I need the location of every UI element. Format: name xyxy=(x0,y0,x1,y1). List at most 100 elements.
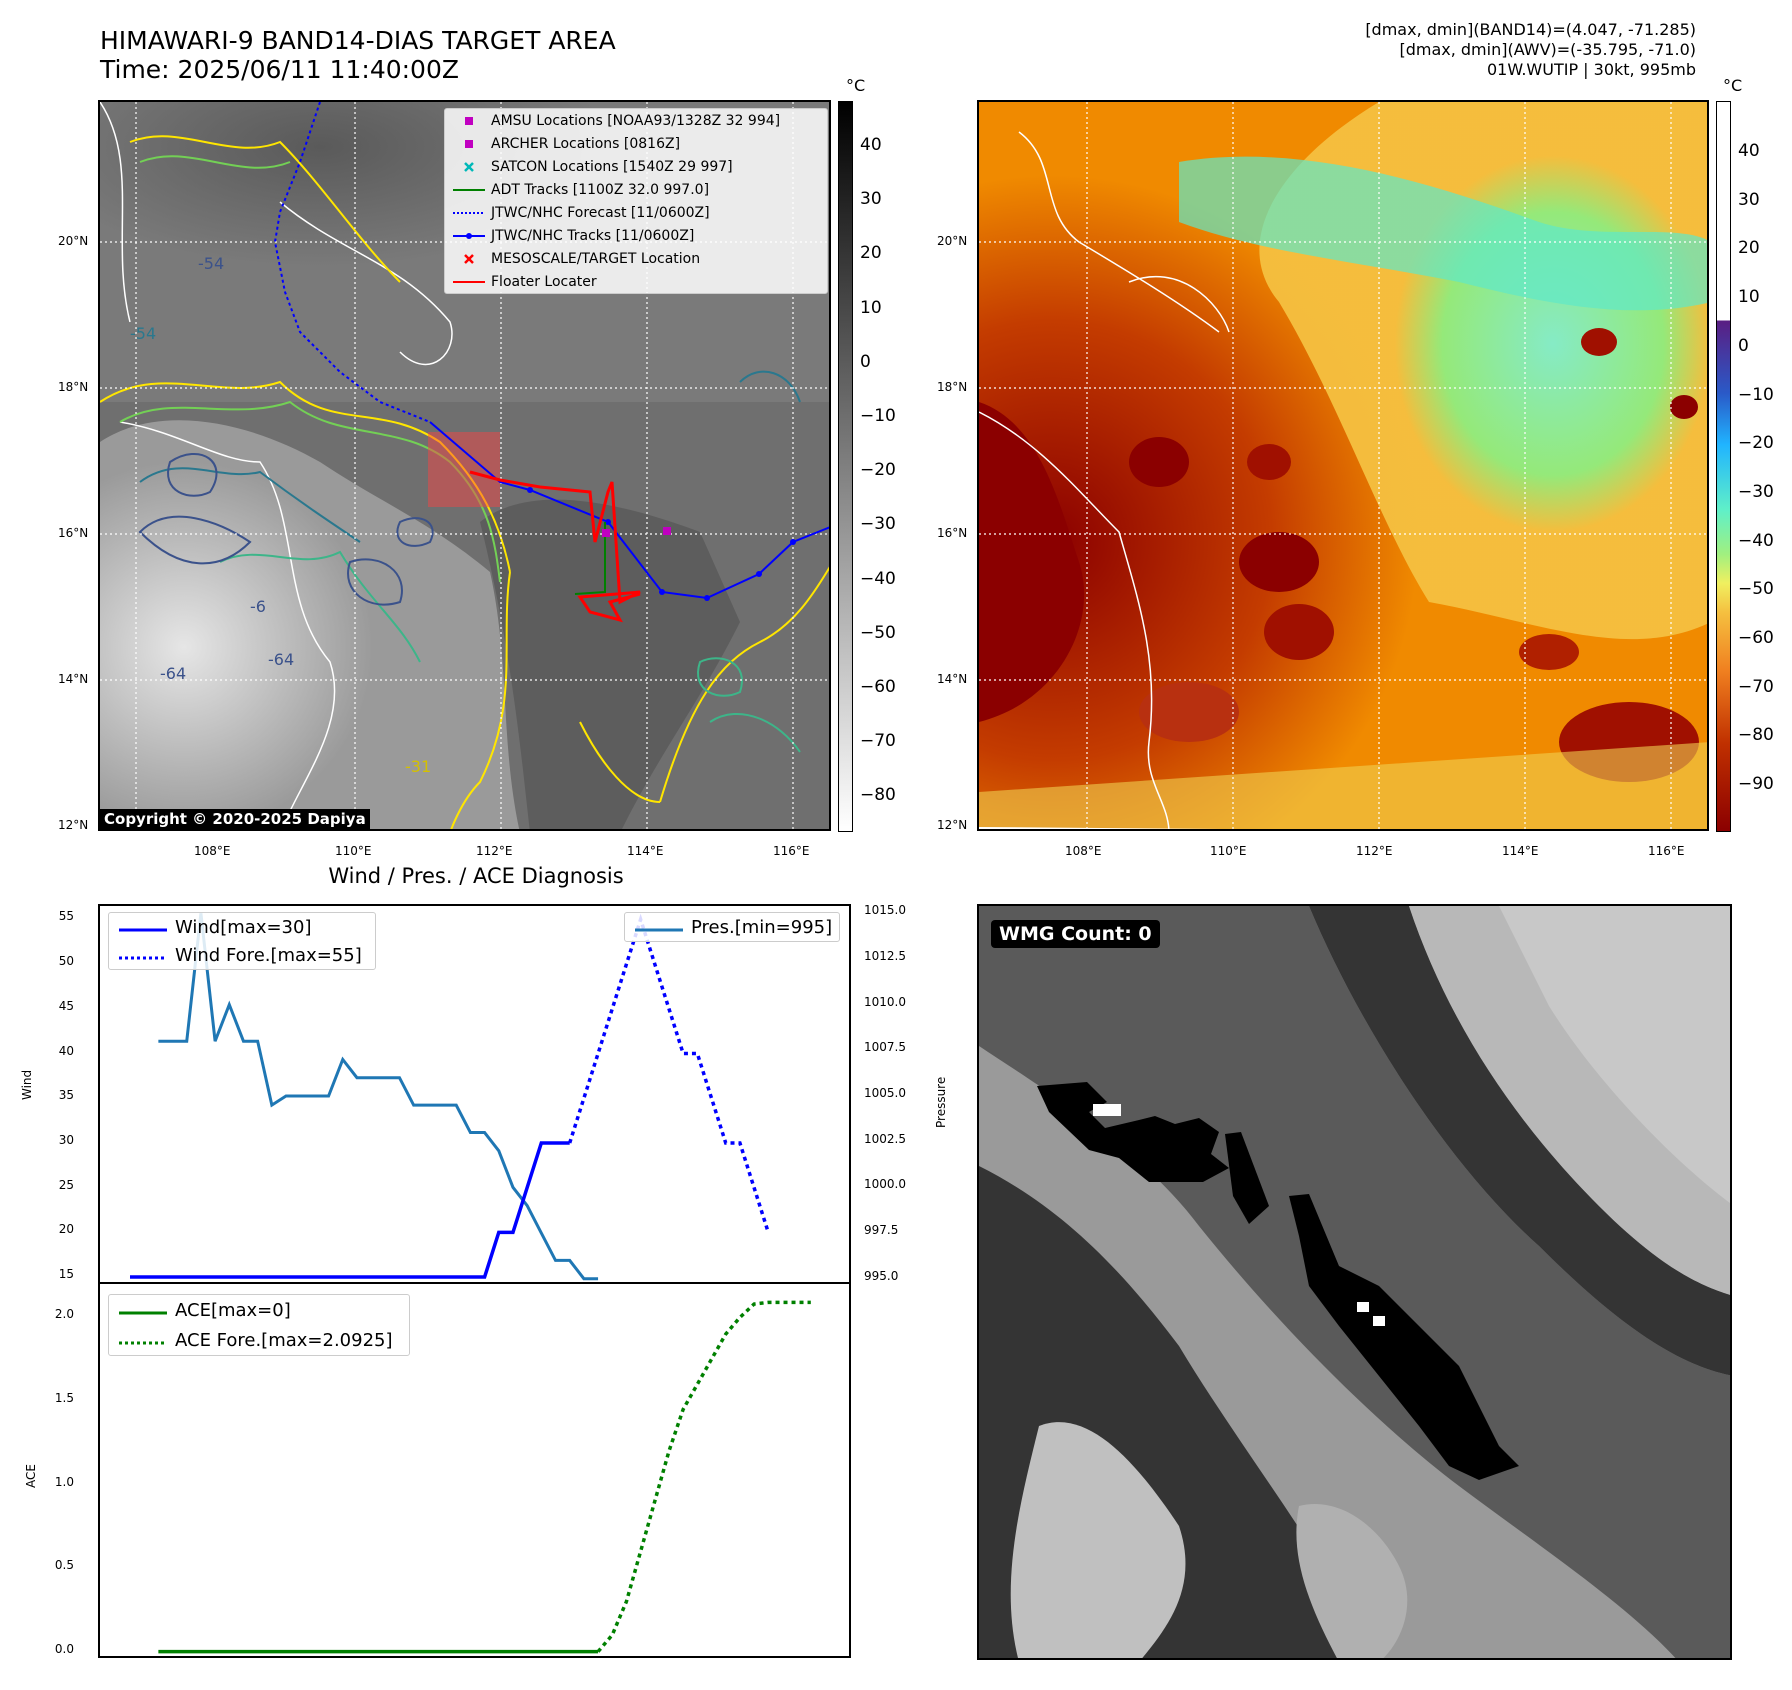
lon-tick-label: 112°E xyxy=(1356,844,1393,858)
lon-tick-label: 116°E xyxy=(773,844,810,858)
ace-tick-label: 2.0 xyxy=(54,1307,74,1322)
colorbar-tick: 30 xyxy=(1738,189,1760,210)
legend-item: JTWC/NHC Tracks [11/0600Z] xyxy=(445,224,827,247)
legend-item: MESOSCALE/TARGET Location xyxy=(445,247,827,270)
colorbar-tick: −90 xyxy=(1738,774,1774,795)
ace-tick-label: 1.5 xyxy=(54,1390,74,1405)
lat-tick-label: 14°N xyxy=(58,672,89,686)
pressure-legend-label: Pres.[min=995] xyxy=(691,916,833,938)
contour-label: -31 xyxy=(405,757,432,776)
pressure-tick-label: 1010.0 xyxy=(864,994,906,1009)
lat-tick-label: 18°N xyxy=(58,380,89,394)
wind-series-line xyxy=(130,1141,570,1279)
lon-tick-label: 112°E xyxy=(476,844,513,858)
wind-pressure-plot xyxy=(130,913,770,1281)
legend-label: SATCON Locations [1540Z 29 997] xyxy=(491,158,733,175)
adt-track xyxy=(574,522,606,595)
legend-symbol xyxy=(451,270,491,293)
colorbar-tick: −30 xyxy=(1738,481,1774,502)
legend-symbol xyxy=(451,132,491,155)
wind-tick-label: 40 xyxy=(58,1043,74,1058)
colorbar-tick: −10 xyxy=(860,406,896,426)
colorbar-tick: −50 xyxy=(860,622,896,643)
band14-colorbar xyxy=(838,101,853,832)
legend-item: Floater Locater xyxy=(445,270,827,293)
contour-label: -64 xyxy=(160,664,187,683)
colorbar-tick: 20 xyxy=(1738,238,1760,259)
lat-tick-label: 14°N xyxy=(937,672,968,686)
contour-label: -64 xyxy=(268,650,295,669)
wmg-count-label: WMG Count: 0 xyxy=(991,920,1160,948)
lon-tick-label: 116°E xyxy=(1648,844,1685,858)
colorbar-tick: 20 xyxy=(860,243,882,264)
ace-tick-label: 0.5 xyxy=(54,1558,74,1573)
legend-symbol xyxy=(451,224,491,247)
band14-colorbar-unit: °C xyxy=(846,76,866,95)
colorbar-tick: −60 xyxy=(860,677,896,697)
ace-forecast-series-line xyxy=(596,1300,811,1653)
map-legend: AMSU Locations [NOAA93/1328Z 32 994] ARCH… xyxy=(444,108,828,294)
lat-tick-label: 20°N xyxy=(937,234,968,248)
legend-label: AMSU Locations [NOAA93/1328Z 32 994] xyxy=(491,112,781,129)
lat-tick-label: 16°N xyxy=(937,526,968,540)
ace-tick-label: 1.0 xyxy=(54,1474,74,1489)
band14-map: Copyright © 2020-2025 Dapiya AMSU Locati… xyxy=(98,100,831,831)
ace-plot xyxy=(158,1300,811,1654)
figure-title: HIMAWARI-9 BAND14-DIAS TARGET AREA Time: … xyxy=(100,26,616,84)
wind-pressure-panel: Wind[max=30] Wind Fore.[max=55] Pres.[mi… xyxy=(98,904,851,1284)
target-area-box xyxy=(428,432,500,507)
colorbar-tick: −40 xyxy=(1738,530,1774,551)
wind-legend-label: Wind[max=30] xyxy=(175,916,312,938)
wind-tick-label: 30 xyxy=(58,1132,74,1147)
colorbar-tick: −30 xyxy=(860,514,896,535)
legend-item: ADT Tracks [1100Z 32.0 997.0] xyxy=(445,178,827,201)
colorbar-tick: −20 xyxy=(1738,433,1774,454)
lat-tick-label: 20°N xyxy=(58,234,89,248)
title-line-2: Time: 2025/06/11 11:40:00Z xyxy=(100,55,459,84)
lon-tick-label: 110°E xyxy=(335,844,372,858)
contour-label: -6 xyxy=(250,597,266,616)
legend-item: ARCHER Locations [0816Z] xyxy=(445,132,827,155)
lon-tick-label: 108°E xyxy=(194,844,231,858)
archer-marker xyxy=(663,527,671,535)
colorbar-tick: −10 xyxy=(1738,384,1774,405)
legend-symbol xyxy=(451,178,491,201)
colorbar-tick: −80 xyxy=(860,785,896,806)
floater-locater xyxy=(469,470,641,623)
legend-label: Floater Locater xyxy=(491,273,597,290)
pressure-tick-label: 1007.5 xyxy=(864,1040,906,1055)
legend-symbol xyxy=(451,109,491,132)
ace-panel: ACE[max=0] ACE Fore.[max=2.0925] xyxy=(98,1282,851,1658)
ace-forecast-legend-label: ACE Fore.[max=2.0925] xyxy=(175,1329,393,1351)
lon-tick-label: 108°E xyxy=(1065,844,1102,858)
wind-tick-label: 35 xyxy=(58,1088,74,1103)
legend-item: JTWC/NHC Forecast [11/0600Z] xyxy=(445,201,827,224)
wind-forecast-legend-label: Wind Fore.[max=55] xyxy=(175,944,362,966)
pressure-tick-label: 1005.0 xyxy=(864,1086,906,1100)
wind-axis-label: Wind xyxy=(20,1069,34,1100)
contour-label: -54 xyxy=(198,254,225,273)
wind-legend: Wind[max=30] Wind Fore.[max=55] xyxy=(108,912,376,970)
wind-tick-label: 50 xyxy=(58,954,74,969)
wind-tick-label: 15 xyxy=(58,1267,74,1282)
legend-symbol xyxy=(451,247,491,270)
colorbar-tick: 30 xyxy=(860,189,882,210)
info-band14: [dmax, dmin](BAND14)=(4.047, -71.285) xyxy=(1365,20,1696,39)
awv-colorbar xyxy=(1716,101,1731,832)
wmg-panel: WMG Count: 0 xyxy=(977,904,1732,1660)
pressure-tick-label: 1015.0 xyxy=(864,903,906,918)
contour-label: -54 xyxy=(130,324,157,343)
copyright-label: Copyright © 2020-2025 Dapiya xyxy=(100,809,370,829)
amsu-marker xyxy=(602,529,610,537)
colorbar-tick: −70 xyxy=(860,731,896,752)
colorbar-tick: −20 xyxy=(860,460,896,481)
colorbar-tick: 40 xyxy=(1738,141,1760,161)
info-storm: 01W.WUTIP | 30kt, 995mb xyxy=(1486,60,1696,79)
legend-symbol xyxy=(451,201,491,224)
legend-label: JTWC/NHC Forecast [11/0600Z] xyxy=(491,204,710,221)
colorbar-tick: −80 xyxy=(1738,725,1774,746)
pressure-tick-label: 995.0 xyxy=(864,1268,899,1283)
legend-label: ARCHER Locations [0816Z] xyxy=(491,135,681,152)
colorbar-tick: 40 xyxy=(860,135,882,155)
title-line-1: HIMAWARI-9 BAND14-DIAS TARGET AREA xyxy=(100,26,616,55)
